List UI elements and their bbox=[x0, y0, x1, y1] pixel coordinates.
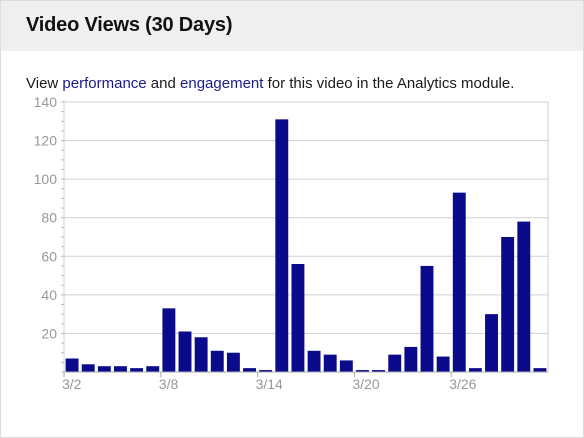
bar bbox=[468, 368, 482, 372]
y-tick-label: 60 bbox=[41, 248, 57, 264]
bar bbox=[436, 356, 450, 372]
description-prefix: View bbox=[26, 75, 63, 92]
bar bbox=[178, 331, 192, 372]
bar bbox=[81, 364, 95, 372]
description-middle: and bbox=[146, 75, 181, 92]
bar bbox=[485, 314, 498, 372]
bar bbox=[146, 366, 160, 372]
y-tick-label: 120 bbox=[34, 133, 58, 149]
panel-header: Video Views (30 Days) bbox=[1, 1, 583, 51]
description-suffix: for this video in the Analytics module. bbox=[263, 75, 515, 92]
bar bbox=[372, 370, 386, 372]
x-tick-label: 3/14 bbox=[256, 376, 283, 392]
bar bbox=[356, 370, 369, 372]
bar bbox=[130, 368, 144, 372]
y-tick-label: 40 bbox=[41, 287, 57, 303]
x-tick-label: 3/8 bbox=[159, 376, 179, 392]
bar bbox=[162, 308, 176, 372]
bar bbox=[243, 368, 256, 372]
bar bbox=[517, 221, 531, 372]
bar bbox=[339, 360, 353, 372]
description-text: View performance and engagement for this… bbox=[26, 75, 514, 92]
bar bbox=[114, 366, 127, 372]
bar bbox=[210, 350, 224, 372]
bar bbox=[501, 237, 515, 372]
bar bbox=[97, 366, 111, 372]
plot-area bbox=[63, 101, 549, 373]
performance-link[interactable]: performance bbox=[62, 75, 147, 92]
y-tick-label: 20 bbox=[41, 325, 57, 341]
bar bbox=[275, 119, 289, 372]
bar bbox=[226, 352, 240, 372]
bar bbox=[194, 337, 208, 372]
bar bbox=[420, 265, 434, 372]
x-tick-label: 3/20 bbox=[352, 376, 379, 392]
bar bbox=[533, 368, 547, 372]
y-tick-label: 80 bbox=[41, 210, 57, 226]
bar bbox=[307, 350, 321, 372]
bar bbox=[291, 264, 305, 372]
bar bbox=[259, 370, 273, 372]
y-tick-label: 100 bbox=[34, 171, 58, 187]
bar bbox=[388, 354, 402, 372]
x-tick-label: 3/2 bbox=[62, 376, 82, 392]
bar bbox=[323, 354, 337, 372]
panel-title: Video Views (30 Days) bbox=[26, 14, 233, 36]
bar bbox=[65, 358, 79, 372]
engagement-link[interactable]: engagement bbox=[180, 75, 264, 92]
bar bbox=[404, 346, 418, 372]
x-tick-label: 3/26 bbox=[449, 376, 476, 392]
bar bbox=[452, 192, 466, 372]
y-tick-label: 140 bbox=[34, 94, 58, 110]
